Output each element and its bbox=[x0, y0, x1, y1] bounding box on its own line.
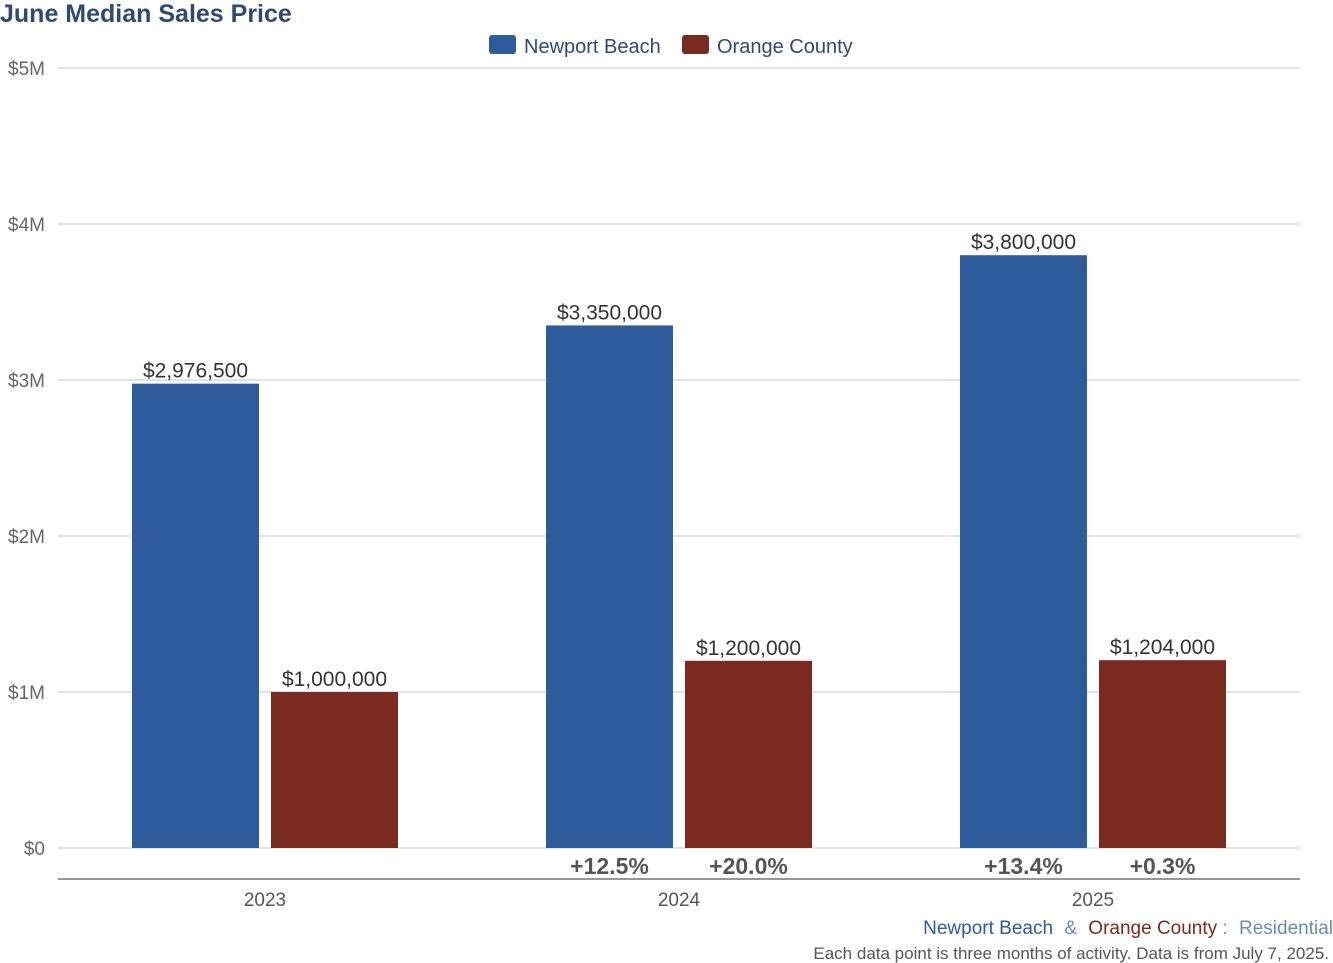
footer-ampersand: & bbox=[1064, 918, 1077, 939]
bar-newport-beach bbox=[546, 325, 673, 848]
legend-label-orange-county: Orange County bbox=[717, 36, 853, 58]
bar-newport-beach bbox=[960, 255, 1087, 848]
bar-orange-county bbox=[271, 692, 398, 848]
data-labels: $2,976,500 $1,000,000 $3,350,000 $1,200,000… bbox=[143, 231, 1215, 691]
data-label: $3,350,000 bbox=[557, 301, 662, 324]
legend-swatch-newport-beach bbox=[489, 35, 516, 54]
y-tick-label: $4M bbox=[8, 215, 45, 236]
legend: Newport Beach Orange County bbox=[489, 35, 853, 58]
footer-note: Each data point is three months of activ… bbox=[813, 944, 1329, 963]
y-tick-label: $1M bbox=[8, 683, 45, 704]
change-labels: +12.5% +20.0% +13.4% +0.3% bbox=[570, 853, 1195, 879]
legend-swatch-orange-county bbox=[682, 35, 709, 54]
bars bbox=[132, 255, 1226, 848]
data-label: $1,200,000 bbox=[696, 637, 801, 660]
legend-label-newport-beach: Newport Beach bbox=[524, 36, 661, 58]
y-tick-label: $0 bbox=[24, 839, 45, 860]
footer-colon: : bbox=[1222, 918, 1227, 939]
footer-property-type: Residential bbox=[1239, 918, 1333, 939]
bar-orange-county bbox=[685, 660, 812, 848]
x-tick-label: 2023 bbox=[244, 890, 286, 911]
bar-newport-beach bbox=[132, 383, 259, 848]
change-label: +12.5% bbox=[570, 853, 649, 879]
x-tick-label: 2025 bbox=[1072, 890, 1114, 911]
y-tick-label: $5M bbox=[8, 59, 45, 80]
data-label: $2,976,500 bbox=[143, 360, 248, 383]
data-label: $1,204,000 bbox=[1110, 636, 1215, 659]
y-tick-label: $3M bbox=[8, 371, 45, 392]
data-label: $1,000,000 bbox=[282, 668, 387, 691]
y-axis-ticks: $0 $1M $2M $3M $4M $5M bbox=[8, 59, 45, 860]
change-label: +20.0% bbox=[709, 853, 788, 879]
change-label: +0.3% bbox=[1130, 853, 1196, 879]
chart-title: June Median Sales Price bbox=[0, 0, 292, 28]
footer-source: Newport Beach & Orange County : Resident… bbox=[923, 918, 1333, 939]
change-label: +13.4% bbox=[984, 853, 1063, 879]
x-axis-ticks: 2023 2024 2025 bbox=[244, 890, 1114, 911]
data-label: $3,800,000 bbox=[971, 231, 1076, 254]
footer-area2: Orange County bbox=[1088, 918, 1217, 939]
y-tick-label: $2M bbox=[8, 527, 45, 548]
footer-area1: Newport Beach bbox=[923, 918, 1053, 939]
bar-orange-county bbox=[1099, 660, 1226, 848]
grid bbox=[58, 67, 1300, 849]
x-tick-label: 2024 bbox=[658, 890, 701, 911]
